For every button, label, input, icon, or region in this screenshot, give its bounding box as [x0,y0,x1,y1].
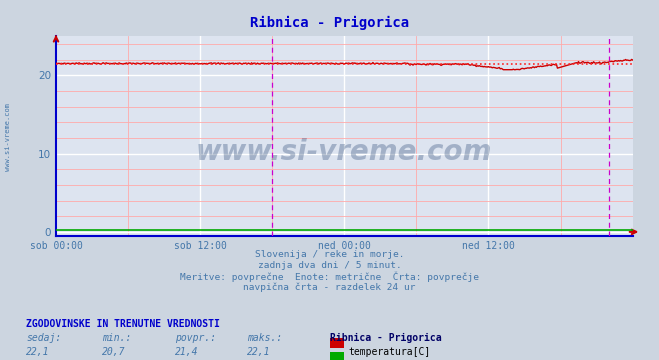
Text: 21,4: 21,4 [175,347,198,357]
Text: povpr.:: povpr.: [175,333,215,343]
Text: ZGODOVINSKE IN TRENUTNE VREDNOSTI: ZGODOVINSKE IN TRENUTNE VREDNOSTI [26,319,220,329]
Text: 22,1: 22,1 [247,347,271,357]
Text: 22,1: 22,1 [26,347,50,357]
Text: Ribnica - Prigorica: Ribnica - Prigorica [250,16,409,30]
Text: sedaj:: sedaj: [26,333,61,343]
Text: navpična črta - razdelek 24 ur: navpična črta - razdelek 24 ur [243,283,416,292]
Text: Ribnica - Prigorica: Ribnica - Prigorica [330,333,441,343]
Text: zadnja dva dni / 5 minut.: zadnja dva dni / 5 minut. [258,261,401,270]
Text: www.si-vreme.com: www.si-vreme.com [5,103,11,171]
Text: temperatura[C]: temperatura[C] [348,347,430,357]
Text: 20,7: 20,7 [102,347,126,357]
Text: Meritve: povprečne  Enote: metrične  Črta: povprečje: Meritve: povprečne Enote: metrične Črta:… [180,272,479,282]
Text: min.:: min.: [102,333,132,343]
Text: maks.:: maks.: [247,333,282,343]
Text: Slovenija / reke in morje.: Slovenija / reke in morje. [255,250,404,259]
Text: www.si-vreme.com: www.si-vreme.com [196,138,492,166]
